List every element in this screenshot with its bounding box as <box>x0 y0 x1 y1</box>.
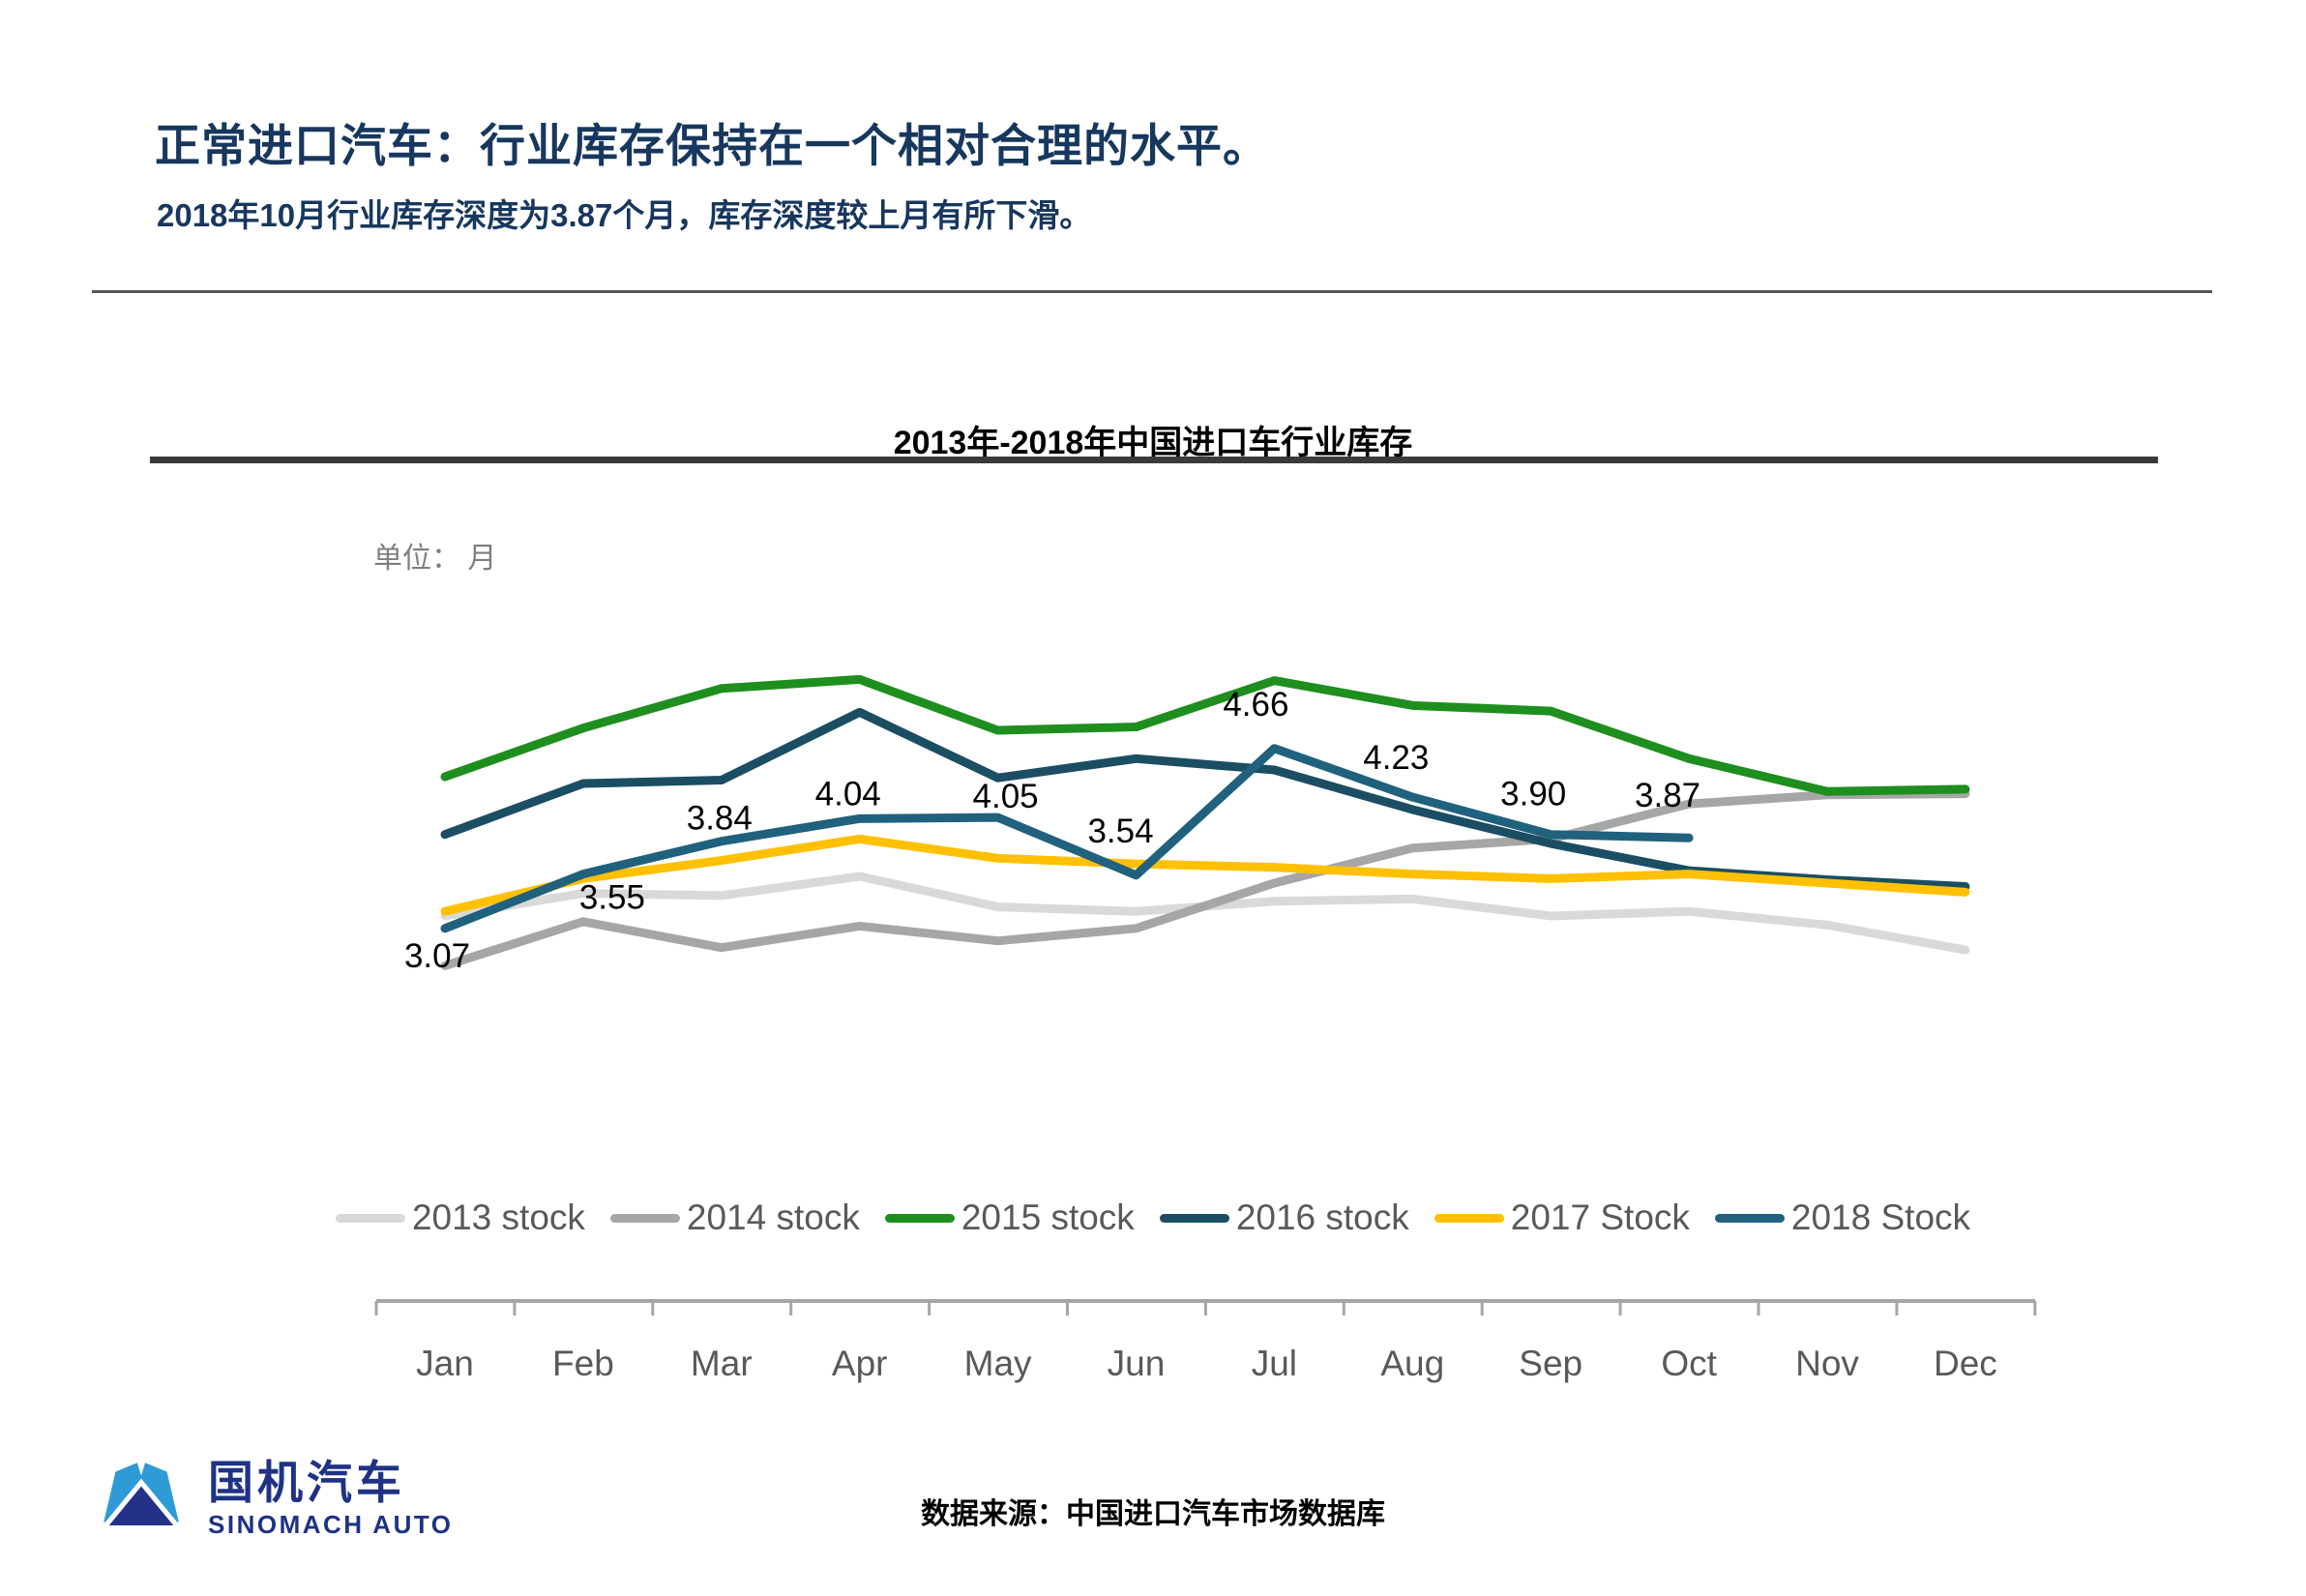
legend-label: 2013 stock <box>411 1197 585 1237</box>
month-label: Oct <box>1661 1344 1717 1383</box>
data-source: 数据来源：中国进口汽车市场数据库 <box>921 1498 1385 1530</box>
data-label: 3.54 <box>1087 813 1153 850</box>
page-subtitle: 2018年10月行业库存深度为3.87个月，库存深度较上月有所下滑。 <box>157 197 1092 233</box>
legend-swatch <box>335 1213 405 1223</box>
month-label: May <box>964 1344 1032 1383</box>
series-line-2015 <box>440 674 1970 796</box>
series-line-2014 <box>440 789 1970 970</box>
legend-item-2015: 2015 stock <box>884 1197 1135 1238</box>
logo-text-cn: 国机汽车 <box>208 1457 405 1508</box>
month-label: Sep <box>1519 1344 1582 1383</box>
data-label: 3.55 <box>579 879 645 917</box>
legend-swatch <box>1714 1213 1785 1223</box>
month-label: Dec <box>1934 1344 1997 1383</box>
legend-item-2013: 2013 stock <box>335 1197 585 1238</box>
data-label: 4.66 <box>1223 686 1288 724</box>
legend-item-2014: 2014 stock <box>609 1197 860 1238</box>
data-label: 3.07 <box>404 937 470 975</box>
legend-item-2018: 2018 Stock <box>1714 1197 1971 1238</box>
legend-label: 2014 stock <box>686 1197 860 1237</box>
legend-label: 2018 Stock <box>1790 1197 1971 1237</box>
legend-label: 2015 stock <box>961 1197 1135 1237</box>
data-label: 3.87 <box>1635 777 1700 814</box>
series-line-2017 <box>440 834 1970 916</box>
month-label: Apr <box>832 1344 888 1383</box>
legend-item-2017: 2017 Stock <box>1434 1197 1690 1238</box>
month-label: Jun <box>1108 1344 1166 1383</box>
data-label: 4.05 <box>973 778 1039 815</box>
data-label: 4.23 <box>1363 739 1429 777</box>
legend-swatch <box>609 1213 680 1223</box>
legend-label: 2017 Stock <box>1510 1197 1690 1237</box>
month-label: Nov <box>1795 1344 1859 1383</box>
company-logo: 国机汽车 SINOMACH AUTO <box>92 1459 454 1540</box>
page-title: 正常进口汽车：行业库存保持在一个相对合理的水平。 <box>155 120 1269 171</box>
month-label: Mar <box>691 1344 753 1383</box>
data-label: 3.84 <box>687 800 753 838</box>
chart-title-underline <box>150 457 2158 463</box>
legend-swatch <box>1434 1213 1504 1223</box>
month-label: Jan <box>416 1344 474 1383</box>
legend-swatch <box>884 1213 955 1223</box>
unit-label: 单位： 月 <box>373 543 497 575</box>
data-label: 4.04 <box>815 775 881 813</box>
logo-text-en: SINOMACH AUTO <box>208 1510 454 1540</box>
month-label: Aug <box>1380 1344 1444 1383</box>
month-label: Jul <box>1252 1344 1297 1383</box>
data-label: 3.90 <box>1500 776 1566 813</box>
header-divider <box>92 290 2212 293</box>
chart-title: 2013年-2018年中国进口车行业库存 <box>893 425 1413 461</box>
series-line-2018 <box>440 744 1694 933</box>
logo-mark-icon <box>98 1463 185 1531</box>
legend-label: 2016 stock <box>1235 1197 1409 1237</box>
legend-item-2016: 2016 stock <box>1159 1197 1409 1238</box>
legend: 2013 stock 2014 stock 2015 stock 2016 stock… <box>0 1197 2306 1238</box>
month-label: Feb <box>552 1344 614 1383</box>
legend-swatch <box>1159 1213 1229 1223</box>
